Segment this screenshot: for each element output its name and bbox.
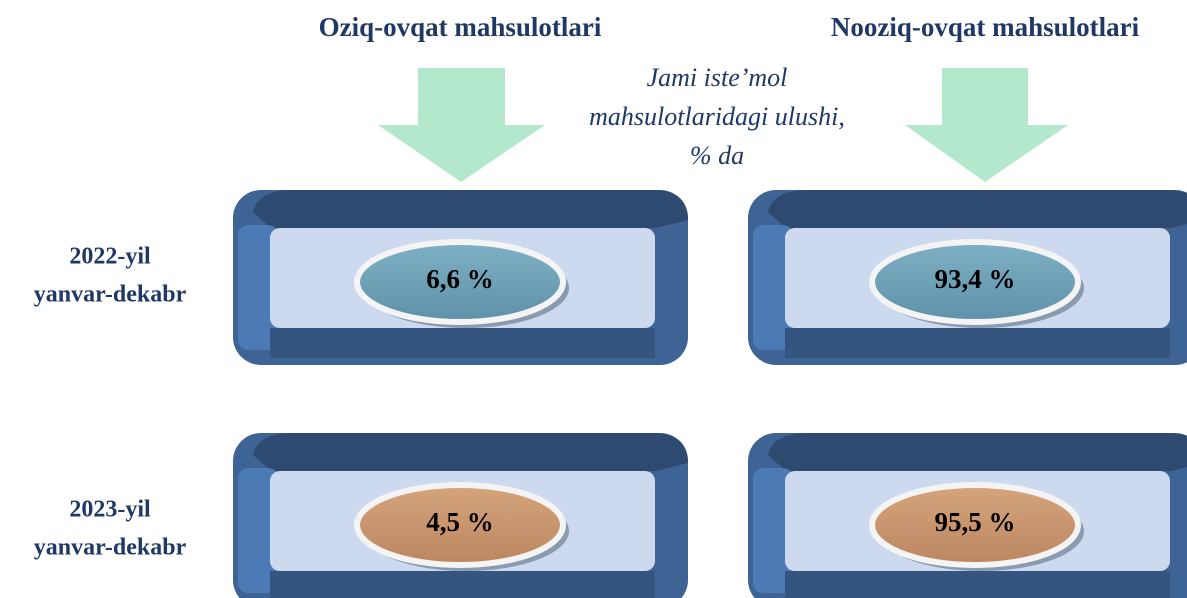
boxes: 6,6 % 93,4 % 4,5 % 95,5 % (233, 190, 1187, 598)
row-label: 2023-yil (69, 497, 151, 523)
box-bottom (785, 328, 1170, 358)
arrow (378, 68, 545, 182)
box-top (768, 190, 1187, 228)
row-label: yanvar-dekabr (34, 535, 187, 561)
value: 6,6 % (426, 264, 494, 294)
box-bottom (270, 328, 655, 358)
value: 4,5 % (426, 507, 494, 537)
box-bottom (785, 571, 1170, 598)
note: % da (690, 141, 744, 170)
box-side (753, 468, 793, 593)
badge (869, 239, 1081, 325)
value: 95,5 % (935, 507, 1016, 537)
column-header: Nooziq-ovqat mahsulotlari (831, 12, 1140, 42)
value: 93,4 % (935, 264, 1016, 294)
box-top (253, 190, 688, 228)
column-header: Oziq-ovqat mahsulotlari (319, 12, 602, 42)
badge (354, 482, 566, 568)
badge (354, 239, 566, 325)
box-side (238, 468, 278, 593)
note: mahsulotlaridagi ulushi, (589, 102, 845, 131)
box-side (753, 225, 793, 350)
row-label: yanvar-dekabr (34, 282, 187, 308)
box-top (253, 433, 688, 471)
box-side (238, 225, 278, 350)
box-bottom (270, 571, 655, 598)
note: Jami iste’mol (647, 63, 788, 92)
box-top (768, 433, 1187, 471)
row-label: 2022-yil (69, 244, 151, 270)
badge (869, 482, 1081, 568)
arrow (905, 68, 1068, 182)
